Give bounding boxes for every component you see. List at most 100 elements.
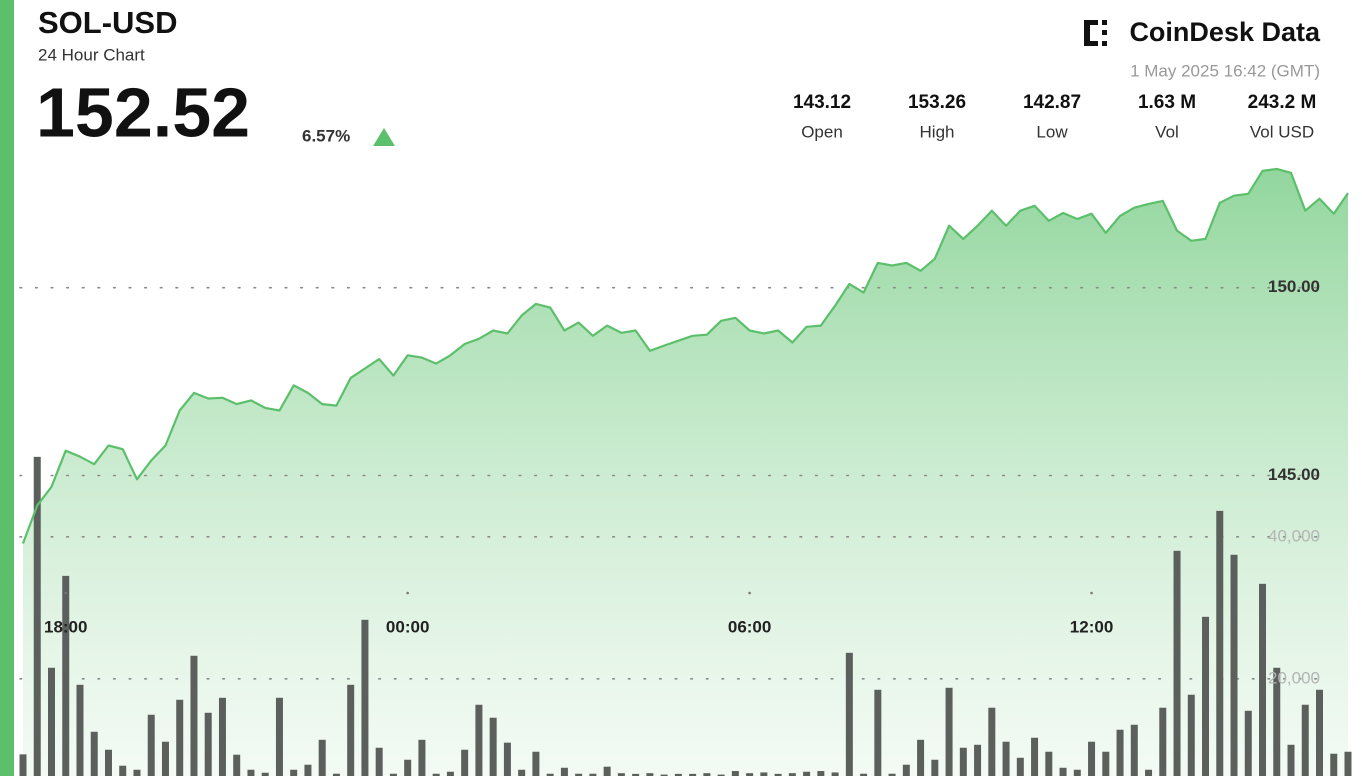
- x-tick-label: 06:00: [728, 617, 771, 636]
- volume-bar: [218, 697, 226, 776]
- volume-bar: [275, 697, 283, 776]
- y-tick-label: 145.00: [1268, 465, 1320, 484]
- stat-value: 143.12: [793, 92, 851, 113]
- volume-bar: [119, 765, 127, 776]
- volume-bar: [1116, 729, 1124, 776]
- x-tick-label: 18:00: [44, 617, 87, 636]
- volume-bar: [1187, 694, 1195, 776]
- volume-bar: [703, 773, 711, 776]
- volume-bar: [62, 575, 70, 776]
- stat-label: Vol USD: [1250, 122, 1314, 141]
- up-arrow: [373, 128, 395, 146]
- volume-bar: [1259, 583, 1267, 776]
- volume-bar: [161, 741, 169, 776]
- volume-bar: [1159, 707, 1167, 776]
- accent-bar: [0, 0, 14, 776]
- volume-bar: [518, 769, 526, 776]
- line-layer: [21, 167, 1349, 544]
- volume-bar: [290, 769, 298, 776]
- stat-label: Vol: [1155, 122, 1179, 141]
- area-layer: [23, 169, 1348, 776]
- volume-bar: [632, 773, 640, 776]
- volume-bar: [1088, 741, 1096, 776]
- volume-bar: [446, 771, 454, 776]
- volume-bar: [845, 652, 853, 776]
- volume-bar: [817, 771, 825, 776]
- volume-bar: [1130, 724, 1138, 776]
- y-tick-label: 20,000: [1268, 668, 1320, 687]
- volume-bar: [888, 773, 896, 776]
- x-tick-label: 00:00: [386, 617, 429, 636]
- volume-bar: [389, 773, 397, 776]
- volume-bar: [617, 773, 625, 776]
- x-tick-label: 12:00: [1070, 617, 1113, 636]
- volume-bar: [176, 699, 184, 776]
- volume-bar: [988, 707, 996, 776]
- volume-bar: [532, 751, 540, 776]
- volume-bar: [674, 773, 682, 776]
- volume-bar: [560, 767, 568, 776]
- stat-value: 142.87: [1023, 92, 1081, 113]
- volume-bar: [746, 773, 754, 776]
- volume-bar: [917, 739, 925, 776]
- stat-label: Open: [801, 122, 843, 141]
- volume-bar: [774, 773, 782, 776]
- volume-bar: [945, 687, 953, 776]
- volume-bar: [1287, 744, 1295, 776]
- timestamp: 1 May 2025 16:42 (GMT): [1130, 61, 1320, 80]
- volume-bar: [461, 749, 469, 776]
- price: 152.52: [36, 73, 250, 151]
- volume-bar: [1031, 737, 1039, 776]
- bar-layer: [19, 456, 1352, 776]
- volume-bar: [788, 773, 796, 776]
- stat-label: Low: [1036, 122, 1068, 141]
- volume-bar: [1173, 550, 1181, 776]
- volume-bar: [717, 774, 725, 776]
- volume-bar: [375, 747, 383, 776]
- volume-bar: [104, 749, 112, 776]
- volume-bar: [147, 714, 155, 776]
- volume-bar: [902, 764, 910, 776]
- volume-bar: [361, 619, 369, 776]
- change: 6.57%: [302, 126, 350, 145]
- volume-bar: [190, 655, 198, 776]
- x-tick-mark: [1090, 591, 1093, 595]
- volume-bar: [1202, 616, 1210, 776]
- volume-bar: [1059, 767, 1067, 776]
- volume-bar: [575, 773, 583, 776]
- volume-bar: [646, 773, 654, 776]
- volume-bar: [1073, 769, 1081, 776]
- volume-bar: [1330, 753, 1338, 776]
- volume-bar: [133, 769, 141, 776]
- volume-bar: [432, 773, 440, 776]
- volume-bar: [475, 704, 483, 776]
- volume-bar: [603, 766, 611, 776]
- volume-bar: [660, 774, 668, 776]
- volume-bar: [204, 712, 212, 776]
- volume-bar: [803, 771, 811, 776]
- volume-bar: [1273, 667, 1281, 776]
- volume-bar: [831, 772, 839, 776]
- volume-bar: [90, 731, 98, 776]
- volume-bar: [489, 717, 497, 776]
- volume-bar: [261, 772, 269, 776]
- x-tick-mark: [64, 591, 68, 595]
- volume-bar: [546, 773, 554, 776]
- volume-bar: [1230, 554, 1238, 776]
- volume-bar: [860, 773, 868, 776]
- volume-bar: [874, 689, 882, 776]
- volume-bar: [503, 742, 511, 776]
- logo: CoinDesk Data: [1129, 17, 1321, 47]
- volume-bar: [931, 759, 939, 776]
- logo-icon: [1084, 20, 1107, 46]
- volume-bar: [974, 744, 982, 776]
- volume-bar: [689, 773, 697, 776]
- symbol: SOL-USD: [38, 5, 178, 40]
- price-line: [21, 167, 1349, 544]
- volume-bar: [247, 769, 255, 776]
- volume-bar: [1145, 769, 1153, 776]
- volume-bar: [1301, 704, 1309, 776]
- volume-bar: [233, 754, 241, 776]
- volume-bar: [731, 771, 739, 776]
